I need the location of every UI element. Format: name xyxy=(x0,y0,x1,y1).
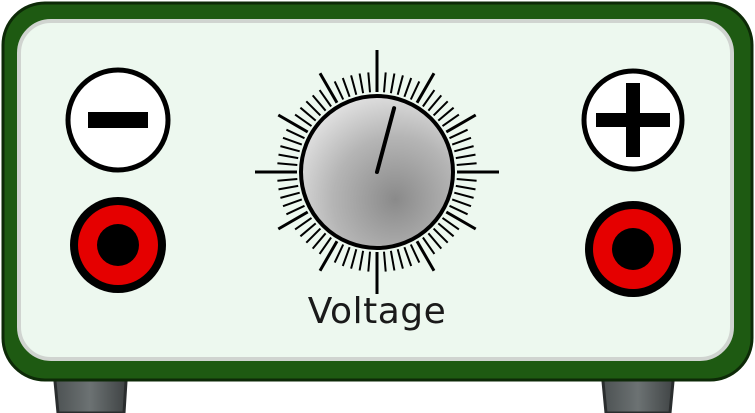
dial-tick xyxy=(350,75,358,95)
dial-tick xyxy=(341,77,351,98)
dial-tick xyxy=(403,246,413,267)
dial-tick xyxy=(454,191,474,199)
dial-tick xyxy=(451,198,472,208)
dial-tick xyxy=(415,72,436,104)
dial-tick xyxy=(318,240,339,272)
dial-tick xyxy=(422,89,436,108)
dial-tick xyxy=(389,73,396,94)
dial-tick xyxy=(422,236,436,255)
dial-tick xyxy=(367,251,371,272)
dial-tick xyxy=(299,222,317,238)
dial-tick xyxy=(403,77,413,98)
dial-tick xyxy=(432,100,449,117)
dial-tick xyxy=(449,128,469,140)
dial-tick xyxy=(280,145,300,153)
dial-tick xyxy=(299,106,317,122)
dial-tick xyxy=(451,136,472,146)
dial-tick xyxy=(409,80,421,100)
dial-tick xyxy=(318,72,339,104)
knob-pointer xyxy=(375,106,397,174)
voltage-dial-scale xyxy=(255,50,499,294)
dial-tick xyxy=(294,217,313,231)
dial-tick xyxy=(427,232,443,250)
dial-tick xyxy=(455,184,476,191)
dial-tick xyxy=(389,250,396,271)
negative-symbol xyxy=(65,67,171,173)
dial-tick xyxy=(277,178,298,182)
dial-tick xyxy=(277,210,309,231)
dial-tick xyxy=(441,217,460,231)
dial-tick xyxy=(437,222,455,238)
dial-tick xyxy=(282,136,303,146)
dial-tick xyxy=(432,227,449,244)
dial-tick xyxy=(367,72,371,93)
dial-tick xyxy=(277,162,298,166)
dial-tick xyxy=(445,210,477,231)
dial-tick xyxy=(341,246,351,267)
dial-tick xyxy=(278,153,299,160)
minus-icon xyxy=(88,112,148,128)
dial-tick xyxy=(445,113,477,134)
dial-tick xyxy=(409,244,421,264)
voltage-knob[interactable] xyxy=(299,94,455,250)
dial-tick xyxy=(454,145,474,153)
dial-tick xyxy=(350,249,358,269)
dial-tick xyxy=(318,236,332,255)
dial-tick xyxy=(285,128,305,140)
dial-tick xyxy=(280,191,300,199)
dial-tick xyxy=(455,153,476,160)
dial-tick xyxy=(311,94,327,112)
dial-tick xyxy=(441,113,460,127)
dial-tick xyxy=(294,113,313,127)
dial-tick xyxy=(305,227,322,244)
dial-tick xyxy=(305,100,322,117)
dial-tick xyxy=(427,94,443,112)
dial-tick xyxy=(318,89,332,108)
dial-tick xyxy=(396,75,404,95)
dial-tick xyxy=(285,204,305,216)
dial-tick xyxy=(277,113,309,134)
dial-tick xyxy=(333,244,345,264)
negative-terminal[interactable] xyxy=(70,197,166,293)
dial-tick xyxy=(282,198,303,208)
dial-tick xyxy=(383,72,387,93)
dial-tick xyxy=(396,249,404,269)
dial-tick xyxy=(311,232,327,250)
dial-tick xyxy=(333,80,345,100)
positive-symbol xyxy=(581,68,685,172)
dial-tick xyxy=(415,240,436,272)
voltage-label: Voltage xyxy=(307,291,447,332)
dial-tick xyxy=(383,251,387,272)
dial-tick xyxy=(449,204,469,216)
dial-tick xyxy=(358,250,365,271)
dial-tick xyxy=(437,106,455,122)
positive-terminal[interactable] xyxy=(585,201,681,297)
dial-tick xyxy=(358,73,365,94)
dial-tick xyxy=(456,162,477,166)
dial-tick xyxy=(278,184,299,191)
plus-icon xyxy=(596,83,670,157)
dial-tick xyxy=(456,178,477,182)
